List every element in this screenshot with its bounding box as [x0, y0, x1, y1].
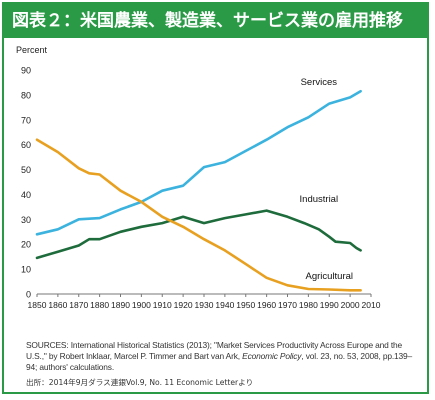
y-tick-label: 0	[26, 290, 31, 300]
y-axis-label: Percent	[16, 45, 48, 55]
industrial-series-label: Industrial	[300, 194, 339, 205]
sources-text: SOURCES: International Historical Statis…	[26, 340, 403, 361]
services-series-line	[35, 89, 362, 236]
y-tick-label: 10	[21, 265, 31, 275]
x-axis: 1850 1860 1870 1880 1890 1900 1910 1920 1930 1940…	[28, 293, 381, 310]
y-tick-label: 30	[21, 215, 31, 225]
chart-frame: 図表２：米国農業、製造業、サービス業の雇用推移 Percent 0 10 20 30 4…	[2, 2, 429, 394]
x-tick-label: 1910	[153, 300, 172, 310]
x-tick-label: 2010	[362, 300, 381, 310]
y-tick-label: 80	[21, 90, 31, 100]
x-tick-label: 1860	[48, 300, 67, 310]
agricultural-series-line	[35, 138, 362, 292]
x-tick-label: 1900	[132, 300, 151, 310]
y-tick-label: 70	[21, 115, 31, 125]
y-tick-label: 40	[21, 190, 31, 200]
sources-text-end: , vol. 23, no. 53, 2008, pp.139–94; auth…	[26, 351, 413, 372]
y-tick-label: 20	[21, 240, 31, 250]
y-axis: 0 10 20 30 40 50 60 70 80 90	[21, 66, 31, 300]
x-tick-label: 1930	[195, 300, 214, 310]
y-tick-label: 50	[21, 165, 31, 175]
x-tick-label: 1980	[299, 300, 318, 310]
sources-note: SOURCES: International Historical Statis…	[26, 340, 422, 373]
y-tick-label: 90	[21, 66, 31, 76]
x-tick-label: 1920	[174, 300, 193, 310]
services-series-label: Services	[301, 77, 338, 88]
y-tick-label: 60	[21, 140, 31, 150]
source-credit: 出所：2014年9月ダラス連銀Vol.9, No. 11 Economic Le…	[26, 378, 254, 387]
industrial-series-line	[35, 209, 362, 260]
x-tick-label: 1960	[257, 300, 276, 310]
figure-title: 図表２：米国農業、製造業、サービス業の雇用推移	[4, 4, 427, 38]
line-chart: Percent 0 10 20 30 40 50 60 70 80 90 1850 1860 1870…	[16, 45, 381, 310]
x-tick-label: 1880	[90, 300, 109, 310]
series-lines	[35, 89, 362, 292]
x-tick-label: 1870	[69, 300, 88, 310]
x-tick-label: 1990	[320, 300, 339, 310]
sources-journal: Economic Policy	[242, 351, 302, 361]
x-tick-label: 2000	[341, 300, 360, 310]
x-tick-label: 1970	[278, 300, 297, 310]
series-labels: Services Industrial Agricultural	[300, 77, 353, 282]
x-tick-label: 1850	[28, 300, 47, 310]
x-tick-label: 1890	[111, 300, 130, 310]
x-tick-label: 1940	[215, 300, 234, 310]
x-tick-label: 1950	[236, 300, 255, 310]
agricultural-series-label: Agricultural	[305, 271, 353, 282]
